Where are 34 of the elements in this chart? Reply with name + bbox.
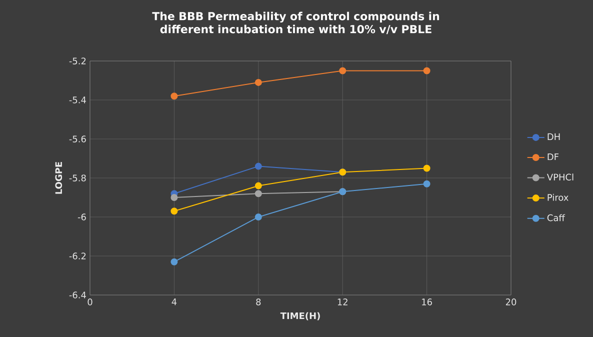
legend-label: Caff <box>547 214 566 222</box>
chart-title: The BBB Permeability of control compounds in different incubation time with 10% v/v PBLE <box>152 12 440 34</box>
y-tick-label: -5.6 <box>69 136 86 142</box>
x-tick-label: 4 <box>172 298 177 306</box>
point <box>339 67 346 74</box>
y-tick-label: -6.2 <box>69 252 86 260</box>
x-axis-title: TIME(H) <box>280 312 320 320</box>
y-tick-label: -5.2 <box>69 58 86 64</box>
point <box>423 180 430 188</box>
point <box>423 164 430 172</box>
point <box>170 258 178 266</box>
point <box>254 78 262 86</box>
point <box>170 208 178 215</box>
point <box>254 214 262 220</box>
x-tick-label: 0 <box>88 298 92 306</box>
x-tick-label: 12 <box>338 298 348 306</box>
legend-label: Pirox <box>548 194 568 201</box>
x-tick-label: 8 <box>256 298 261 306</box>
point <box>170 194 178 201</box>
point <box>254 190 262 198</box>
legend-label: DF <box>548 153 558 160</box>
y-tick-label: -5.8 <box>69 174 86 182</box>
point <box>254 182 262 190</box>
legend-label: VPHCl <box>546 174 574 181</box>
y-axis-title: LOGPE <box>55 162 62 194</box>
y-tick-label: -5.4 <box>69 96 86 104</box>
legend-label: DH <box>548 133 560 140</box>
y-tick-label: -6 <box>78 214 86 220</box>
point <box>423 67 430 74</box>
x-tick-label: 20 <box>506 298 516 306</box>
point <box>170 92 178 100</box>
y-tick-label: -6.4 <box>69 292 86 298</box>
point <box>254 162 262 170</box>
x-tick-label: 16 <box>422 298 432 306</box>
